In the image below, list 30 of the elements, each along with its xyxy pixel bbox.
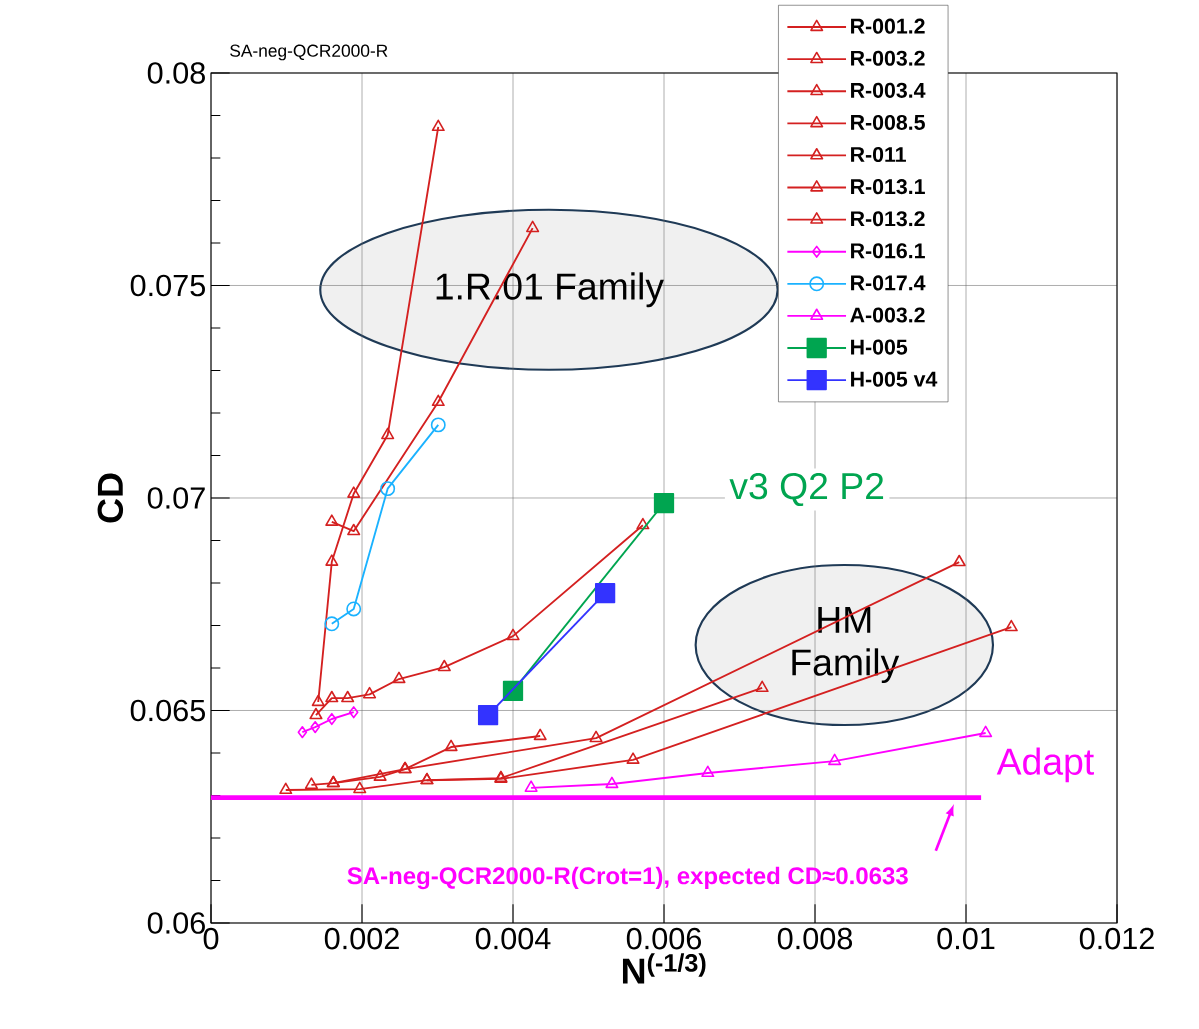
y-tick-label: 0.08 [147, 62, 205, 84]
chart-title: SA-neg-QCR2000-R [230, 44, 388, 61]
x-tick-label: 0.002 [324, 927, 399, 950]
y-tick-label: 0.07 [147, 487, 205, 509]
legend-label: R-003.4 [851, 82, 926, 98]
annotation: SA-neg-QCR2000-R(Crot=1), expected CD≈0.0633 [347, 866, 908, 890]
legend-label: A-003.2 [850, 307, 925, 323]
x-tick-label: 0.006 [626, 927, 702, 950]
legend-label: R-016.1 [851, 243, 925, 259]
y-tick-label: 0.075 [130, 274, 205, 297]
legend-label: H-005 v4 [851, 371, 938, 387]
annotation: v3 Q2 P2 [729, 472, 884, 507]
x-tick-label: 0.008 [777, 927, 853, 950]
legend-label: R-003.2 [851, 50, 925, 66]
y-tick-label: 0.065 [130, 699, 205, 722]
legend-label: R-017.4 [851, 275, 926, 291]
legend-label: R-011 [851, 146, 906, 163]
legend-label: R-013.2 [851, 211, 925, 227]
legend-label: R-013.1 [851, 179, 925, 195]
x-tick-label: 0 [203, 927, 219, 950]
x-tick-label: 0.004 [475, 927, 551, 950]
legend-label: R-001.2 [851, 18, 925, 34]
y-axis-title: CD [97, 473, 124, 523]
x-axis-title: N$^{(-1/3)}$ [622, 953, 706, 984]
y-tick-label: 0.06 [147, 912, 205, 934]
legend-label: R-008.5 [851, 114, 925, 130]
annotation: Adapt [996, 747, 1094, 783]
legend-label: H-005 [851, 339, 908, 355]
x-tick-label: 0.01 [937, 927, 995, 950]
x-tick-label: 0.012 [1079, 927, 1154, 950]
